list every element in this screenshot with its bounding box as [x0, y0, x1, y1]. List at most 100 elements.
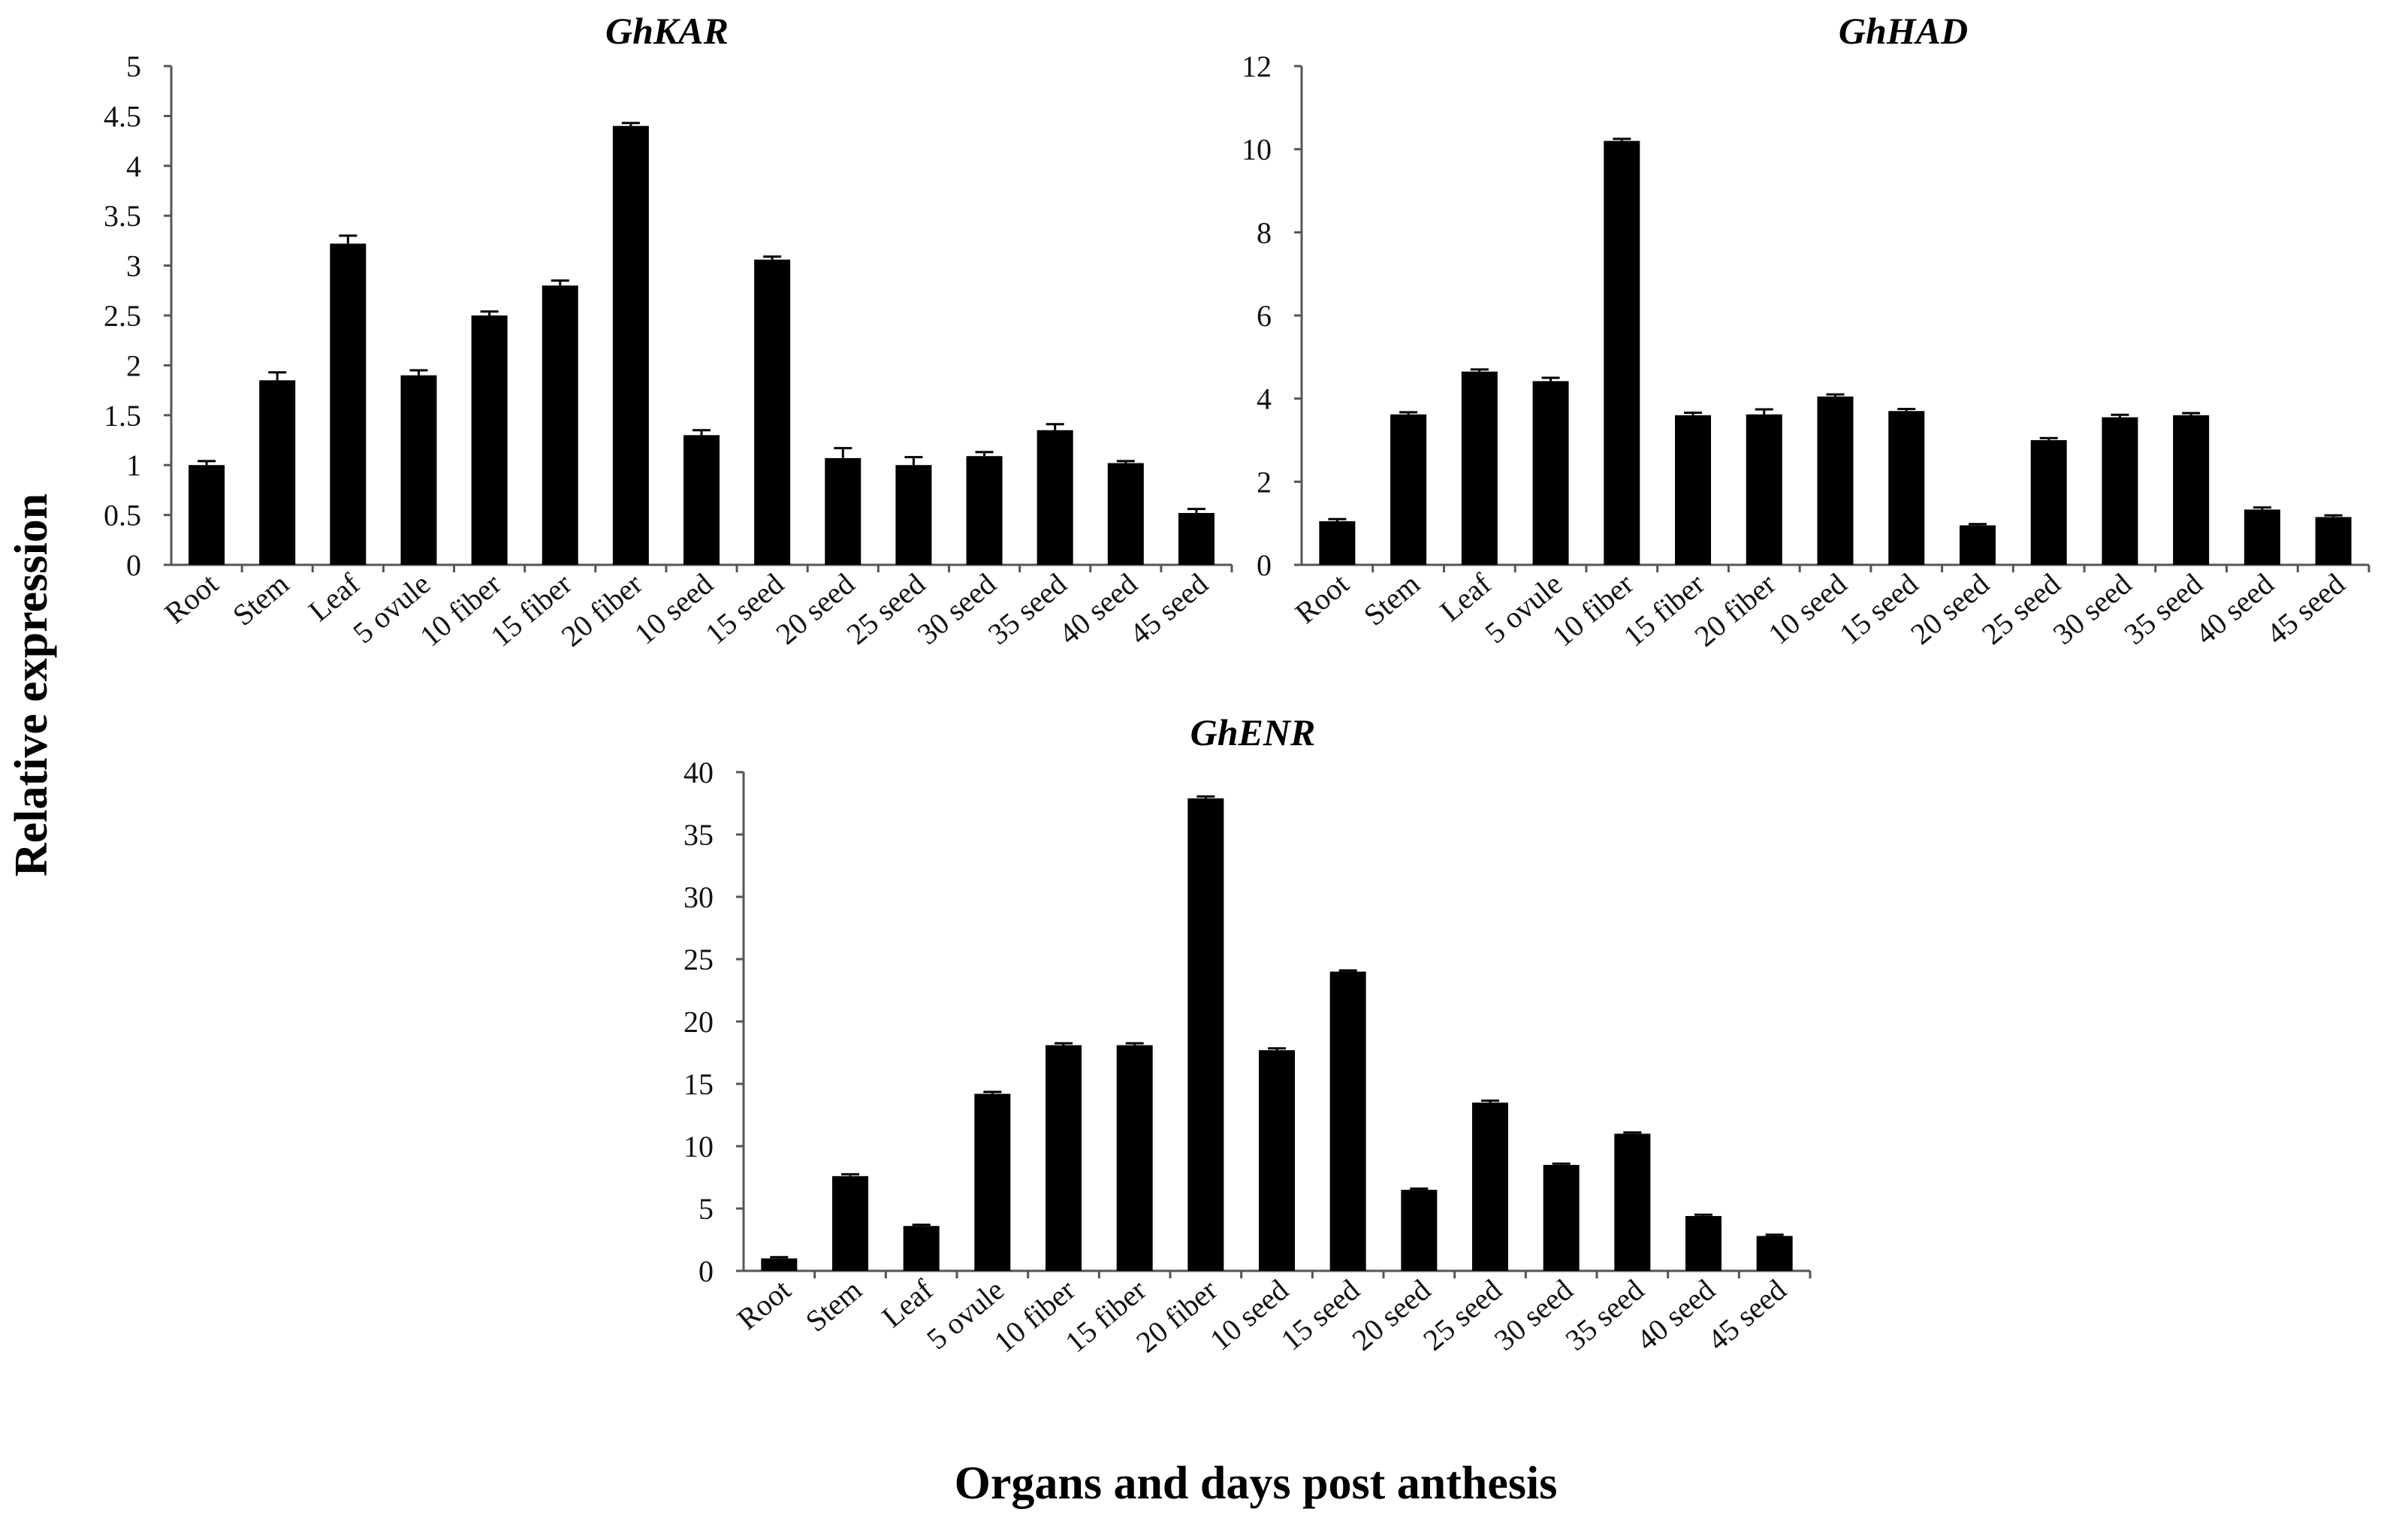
bar-15-seed — [754, 259, 791, 565]
bar-45-seed — [1178, 512, 1215, 565]
x-category-label: 20 seed — [769, 566, 861, 650]
x-category-label: Root — [158, 566, 225, 629]
bar-15-seed — [1329, 971, 1366, 1271]
bar-25-seed — [1472, 1102, 1508, 1271]
chart-title: GhKAR — [605, 10, 729, 52]
x-category-label: Stem — [799, 1272, 868, 1338]
bar-15-fiber — [1675, 415, 1712, 565]
x-category-label: 45 seed — [2260, 566, 2352, 650]
x-category-label: 40 seed — [2189, 566, 2280, 650]
y-tick-label: 10 — [1242, 133, 1272, 167]
x-category-label: 35 seed — [1559, 1272, 1650, 1356]
x-category-label: 30 seed — [911, 566, 1003, 650]
x-category-label: 40 seed — [1052, 566, 1144, 650]
x-category-label: 15 fiber — [484, 566, 578, 653]
x-category-label: 10 seed — [1762, 566, 1854, 650]
x-category-label: 15 seed — [1833, 566, 1924, 650]
y-tick-label: 15 — [683, 1067, 714, 1101]
x-category-label: 10 seed — [628, 566, 720, 650]
bar-25-seed — [895, 465, 932, 565]
y-tick-label: 3 — [126, 249, 141, 283]
x-category-label: 15 fiber — [1058, 1272, 1152, 1359]
x-category-label: 15 seed — [1275, 1272, 1366, 1356]
bar-20-seed — [825, 457, 862, 565]
bar-leaf — [1461, 371, 1498, 565]
bar-10-seed — [683, 435, 720, 565]
bar-10-seed — [1259, 1050, 1295, 1271]
y-tick-label: 0.5 — [104, 499, 141, 533]
bar-15-fiber — [1116, 1045, 1153, 1271]
bar-5-ovule — [1532, 381, 1569, 565]
bar-40-seed — [1107, 463, 1144, 565]
bar-20-fiber — [1746, 414, 1782, 565]
x-category-label: 15 seed — [699, 566, 790, 650]
x-category-label: 20 fiber — [555, 566, 649, 653]
x-category-label: Stem — [226, 566, 295, 632]
y-tick-label: 4 — [1257, 382, 1272, 416]
x-category-label: 45 seed — [1123, 566, 1215, 650]
chart-title: GhENR — [1190, 711, 1316, 753]
x-category-label: 40 seed — [1630, 1272, 1722, 1356]
bar-5-ovule — [974, 1094, 1011, 1271]
y-tick-label: 25 — [683, 943, 714, 976]
y-tick-label: 4 — [126, 149, 141, 183]
y-tick-label: 12 — [1242, 50, 1272, 83]
bar-15-seed — [1888, 411, 1925, 565]
bar-45-seed — [2315, 517, 2352, 565]
bar-15-fiber — [542, 285, 578, 565]
y-tick-label: 4.5 — [104, 99, 141, 133]
x-category-label: 25 seed — [840, 566, 932, 650]
bar-20-seed — [1959, 525, 1996, 565]
y-tick-label: 0 — [126, 548, 141, 582]
x-category-label: 25 seed — [1417, 1272, 1508, 1356]
x-category-label: 20 seed — [1345, 1272, 1437, 1356]
bar-40-seed — [2244, 509, 2280, 565]
bar-stem — [259, 380, 296, 565]
bar-45-seed — [1756, 1236, 1793, 1271]
x-category-label: 25 seed — [1975, 566, 2067, 650]
y-tick-label: 2 — [1257, 465, 1272, 499]
bar-root — [189, 465, 225, 565]
bar-stem — [832, 1175, 868, 1271]
bar-leaf — [903, 1226, 940, 1271]
chart-title: GhHAD — [1839, 10, 1968, 52]
bar-30-seed — [2102, 417, 2138, 565]
x-category-label: Root — [1289, 566, 1356, 629]
y-tick-label: 5 — [699, 1192, 714, 1226]
bar-25-seed — [2030, 440, 2067, 565]
y-tick-label: 0 — [699, 1254, 714, 1288]
x-category-label: 20 fiber — [1688, 566, 1782, 653]
bar-40-seed — [1685, 1215, 1722, 1271]
y-tick-label: 2 — [126, 349, 141, 382]
x-category-label: 10 fiber — [988, 1272, 1082, 1359]
bar-30-seed — [1543, 1164, 1580, 1271]
y-tick-label: 35 — [683, 818, 714, 852]
bar-10-fiber — [1604, 140, 1640, 566]
bar-root — [761, 1258, 798, 1271]
x-axis-label: Organs and days post anthesis — [955, 1458, 1558, 1509]
bar-10-fiber — [1046, 1045, 1082, 1271]
bar-35-seed — [2173, 415, 2210, 565]
x-category-label: 10 fiber — [1546, 566, 1640, 653]
bar-10-fiber — [471, 315, 508, 565]
x-category-label: 15 fiber — [1617, 566, 1711, 653]
y-tick-label: 2.5 — [104, 299, 141, 333]
x-category-label: 20 fiber — [1130, 1272, 1224, 1359]
x-category-label: 10 seed — [1203, 1272, 1295, 1356]
x-category-label: Stem — [1357, 566, 1426, 632]
bar-20-seed — [1401, 1190, 1438, 1271]
x-category-label: 30 seed — [1488, 1272, 1580, 1356]
y-tick-label: 5 — [126, 50, 141, 83]
y-tick-label: 20 — [683, 1005, 714, 1039]
y-tick-label: 40 — [683, 756, 714, 789]
y-tick-label: 3.5 — [104, 199, 141, 233]
bar-stem — [1390, 414, 1427, 565]
bar-30-seed — [966, 456, 1003, 565]
x-category-label: 35 seed — [2117, 566, 2209, 650]
y-tick-label: 10 — [683, 1130, 714, 1163]
y-tick-label: 8 — [1257, 216, 1272, 249]
